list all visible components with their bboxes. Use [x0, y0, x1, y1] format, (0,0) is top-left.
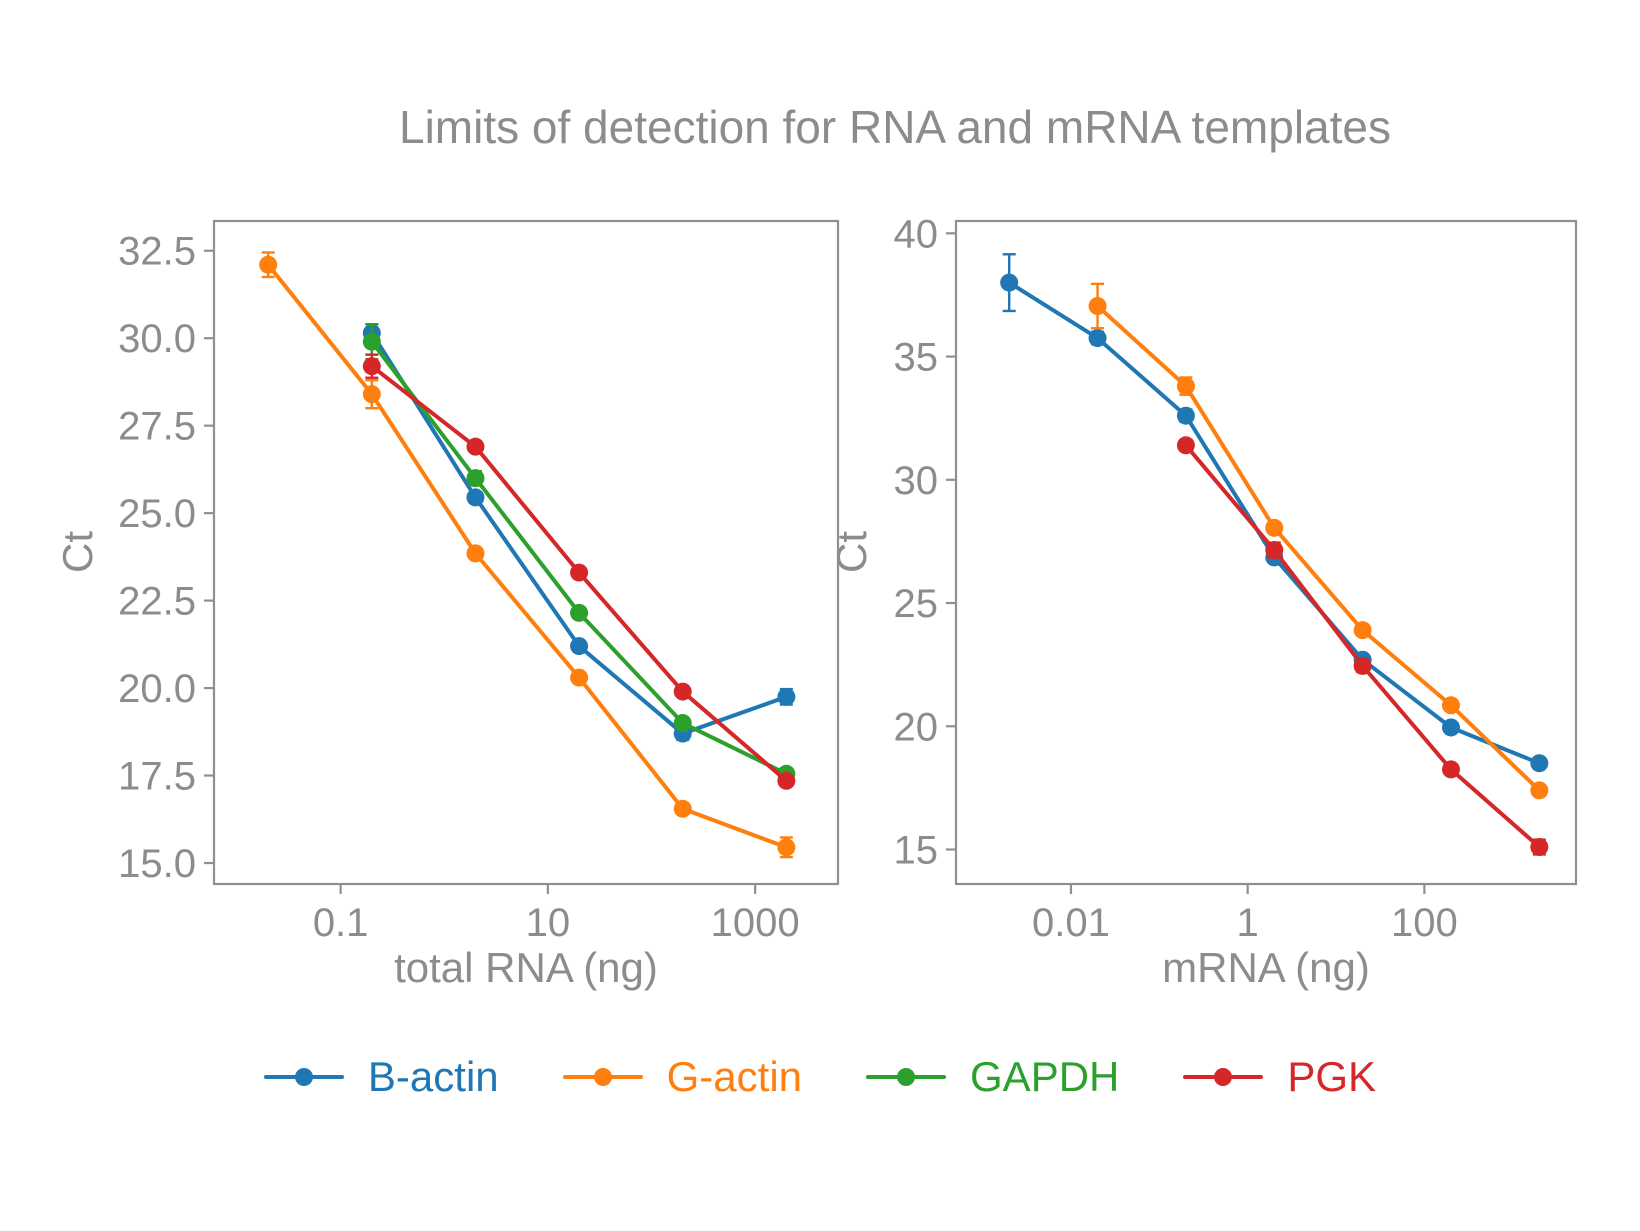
y-tick-label: 25.0 [118, 492, 196, 536]
legend-label: GAPDH [970, 1053, 1120, 1100]
left-plot-area: 0.1 10 1000 15.0 17.5 20.0 22.5 25.0 27.5 30.0 32.… [118, 219, 840, 945]
data-point-g-actin [570, 668, 589, 687]
y-tick-label: 15 [894, 828, 939, 872]
legend-swatch-pgk [1183, 1067, 1264, 1087]
x-tick-label: 10 [526, 901, 571, 945]
data-point-gapdh [673, 714, 692, 733]
data-point-pgk [1265, 541, 1284, 560]
data-point-pgk [1176, 436, 1195, 455]
data-point-pgk [777, 771, 796, 790]
y-tick-label: 15.0 [118, 842, 196, 886]
data-point-pgk [362, 357, 381, 376]
data-point-g-actin [466, 544, 485, 563]
legend-swatch-b-actin [263, 1067, 344, 1087]
data-point-gapdh [466, 469, 485, 488]
data-point-pgk [570, 563, 589, 582]
data-point-b-actin [1088, 329, 1107, 348]
legend-label: B-actin [367, 1053, 499, 1100]
plot-border [954, 219, 1578, 886]
data-point-g-actin [362, 385, 381, 404]
y-tick-label: 30 [894, 459, 939, 503]
legend-item-b-actin: B-actin [263, 1053, 499, 1100]
series-line-g-actin [266, 263, 788, 850]
data-point-gapdh [362, 332, 381, 351]
legend: B-actin G-actin GAPDH PGK [0, 1056, 1640, 1098]
y-tick-label: 27.5 [118, 405, 196, 449]
y-tick-label: 20.0 [118, 667, 196, 711]
right-plot-area: 0.01 1 100 15 20 25 30 35 40 [894, 212, 1578, 945]
series-line-pgk [1184, 443, 1541, 849]
y-tick-label: 40 [894, 212, 939, 256]
y-tick-label: 17.5 [118, 755, 196, 799]
data-point-g-actin [1176, 377, 1195, 396]
data-point-g-actin [259, 255, 278, 274]
data-point-g-actin [1088, 297, 1107, 316]
data-point-g-actin [1265, 518, 1284, 537]
legend-item-pgk: PGK [1183, 1056, 1376, 1098]
data-point-b-actin [466, 488, 485, 507]
y-tick-label: 35 [894, 336, 939, 380]
data-point-b-actin [1530, 754, 1549, 773]
y-tick-label: 20 [894, 705, 939, 749]
legend-swatch-g-actin [562, 1067, 643, 1087]
data-point-g-actin [673, 799, 692, 818]
data-point-pgk [466, 437, 485, 456]
x-tick-label: 1 [1237, 901, 1259, 945]
legend-marker-icon [897, 1068, 916, 1086]
x-tick-label: 100 [1391, 901, 1458, 945]
y-tick-label: 30.0 [118, 317, 196, 361]
series-line-g-actin [1096, 304, 1541, 792]
y-axis-label-ct-right: Ct [828, 531, 875, 573]
legend-item-gapdh: GAPDH [866, 1056, 1119, 1098]
x-tick-label: 0.01 [1032, 901, 1110, 945]
data-point-gapdh [570, 603, 589, 622]
legend-item-g-actin: G-actin [562, 1053, 803, 1100]
plot-border [212, 219, 840, 886]
data-point-g-actin [1353, 621, 1372, 640]
x-axis-label-mrna: mRNA (ng) [1162, 944, 1370, 991]
legend-marker-icon [593, 1068, 612, 1086]
x-tick-label: 1000 [711, 901, 800, 945]
series-line-gapdh [370, 340, 788, 776]
y-axis-label-ct-left: Ct [54, 531, 101, 573]
y-tick-label: 25 [894, 582, 939, 626]
data-point-g-actin [1530, 781, 1549, 800]
y-tick-label: 32.5 [118, 230, 196, 274]
data-point-b-actin [777, 687, 796, 706]
legend-label: G-actin [666, 1053, 803, 1100]
data-point-g-actin [777, 838, 796, 857]
legend-label: PGK [1287, 1053, 1377, 1100]
legend-swatch-gapdh [866, 1067, 947, 1087]
data-point-g-actin [1441, 696, 1460, 715]
data-point-b-actin [570, 637, 589, 656]
data-point-pgk [1353, 656, 1372, 675]
x-axis-label-total-rna: total RNA (ng) [394, 944, 658, 991]
legend-marker-icon [294, 1068, 313, 1086]
data-point-pgk [1530, 838, 1549, 857]
data-point-b-actin [1176, 406, 1195, 425]
chart-title: Limits of detection for RNA and mRNA tem… [399, 101, 1391, 153]
data-point-pgk [1441, 760, 1460, 779]
x-tick-label: 0.1 [313, 901, 369, 945]
legend-marker-icon [1214, 1068, 1233, 1086]
data-point-pgk [673, 682, 692, 701]
data-point-b-actin [1441, 718, 1460, 737]
data-point-b-actin [1000, 273, 1019, 292]
y-tick-label: 22.5 [118, 580, 196, 624]
